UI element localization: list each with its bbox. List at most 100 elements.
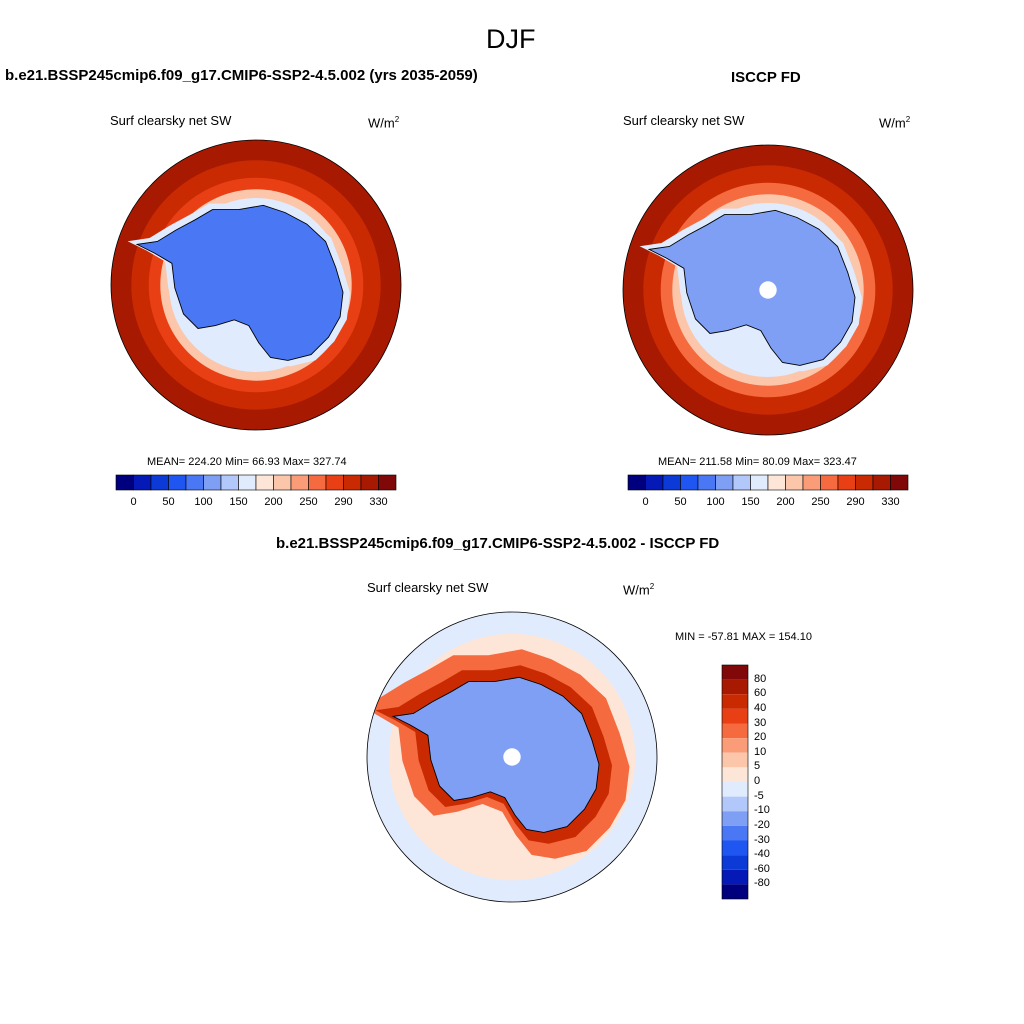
diff-colorbar-box — [722, 752, 748, 768]
model-subtitle: Surf clearsky net SW — [110, 113, 232, 128]
model-colorbar-tick: 290 — [334, 496, 353, 508]
diff-colorbar-box — [722, 825, 748, 841]
model-colorbar-box — [185, 474, 204, 491]
obs-colorbar-tick: 50 — [674, 496, 687, 508]
diff-colorbar-box — [722, 869, 748, 885]
model-colorbar-tick: 250 — [299, 496, 318, 508]
diff-pole-hole — [503, 748, 521, 766]
model-colorbar-box — [255, 474, 274, 491]
obs-units: W/m2 — [879, 115, 910, 130]
diff-colorbar-tick: -10 — [754, 804, 770, 817]
model-colorbar-box — [203, 474, 222, 491]
model-colorbar-tick: 330 — [369, 496, 388, 508]
diff-colorbar-box — [722, 782, 748, 797]
diff-colorbar-tick: 0 — [754, 775, 761, 787]
model-colorbar-box — [238, 474, 257, 491]
obs-map — [622, 144, 914, 436]
obs-boundary — [622, 144, 914, 436]
diff-subtitle: Surf clearsky net SW — [367, 580, 489, 595]
obs-stats: MEAN= 211.58 Min= 80.09 Max= 323.47 — [658, 456, 857, 468]
diff-colorbar-tick: 40 — [754, 701, 767, 714]
diff-colorbar-box — [722, 884, 748, 899]
model-map — [110, 139, 402, 431]
diff-colorbar — [721, 664, 749, 900]
obs-colorbar-box — [662, 474, 681, 491]
obs-colorbar-tick: 150 — [741, 496, 760, 508]
figure-title: DJF — [486, 24, 536, 54]
model-colorbar-box — [133, 474, 152, 491]
obs-colorbar-box — [837, 474, 856, 491]
model-colorbar-box — [308, 474, 327, 491]
diff-colorbar-tick: 20 — [754, 731, 767, 744]
model-units: W/m2 — [368, 115, 399, 130]
model-units-exp: 2 — [394, 115, 400, 124]
model-colorbar-tick: 0 — [130, 496, 137, 508]
obs-colorbar-tick: 100 — [706, 496, 725, 508]
diff-units: W/m2 — [623, 582, 654, 597]
obs-colorbar-box — [890, 474, 909, 491]
model-colorbar-tick: 200 — [264, 496, 283, 508]
model-colorbar-tick: 150 — [229, 496, 248, 508]
diff-colorbar-tick: -60 — [754, 862, 770, 875]
obs-colorbar-box — [680, 474, 699, 491]
obs-pole-hole — [759, 281, 777, 299]
diff-colorbar-tick: 60 — [754, 687, 767, 700]
model-boundary — [110, 139, 402, 431]
diff-colorbar-tick: 80 — [754, 672, 767, 685]
diff-colorbar-tick: -40 — [754, 848, 770, 861]
obs-colorbar-box — [750, 474, 769, 491]
obs-colorbar — [627, 474, 909, 491]
obs-colorbar-box — [645, 474, 664, 491]
diff-boundary — [366, 611, 658, 903]
model-colorbar-box — [360, 474, 379, 491]
diff-colorbar-box — [722, 840, 748, 856]
model-colorbar-tick: 50 — [162, 496, 175, 508]
obs-colorbar-box — [697, 474, 716, 491]
diff-coastline — [391, 676, 600, 833]
model-colorbar-box — [168, 474, 187, 491]
model-interior-fill — [137, 205, 343, 361]
obs-colorbar-box — [732, 474, 751, 491]
diff-colorbar-tick: 30 — [754, 716, 767, 729]
obs-units-exp: 2 — [905, 115, 911, 124]
diff-colorbar-box — [722, 694, 748, 709]
diff-colorbar-tick: -80 — [754, 877, 770, 890]
diff-colorbar-box — [722, 738, 748, 753]
model-colorbar — [115, 474, 397, 491]
obs-colorbar-box — [785, 474, 804, 491]
obs-colorbar-tick: 250 — [811, 496, 830, 508]
model-colorbar-box — [273, 474, 292, 491]
obs-colorbar-box — [627, 474, 646, 491]
diff-panel-title: b.e21.BSSP245cmip6.f09_g17.CMIP6-SSP2-4.… — [276, 535, 720, 552]
model-colorbar-box — [115, 474, 134, 491]
model-colorbar-tick: 100 — [194, 496, 213, 508]
diff-colorbar-box — [722, 855, 748, 870]
obs-colorbar-box — [855, 474, 874, 491]
model-colorbar-box — [290, 474, 309, 491]
diff-colorbar-tick: -5 — [754, 789, 764, 802]
obs-colorbar-tick: 330 — [881, 496, 900, 508]
model-units-base: W/m — [368, 115, 395, 131]
model-colorbar-box — [220, 474, 239, 491]
diff-colorbar-tick: -30 — [754, 833, 770, 846]
obs-colorbar-tick: 200 — [776, 496, 795, 508]
diff-map — [366, 611, 658, 903]
diff-colorbar-box — [722, 796, 748, 812]
obs-subtitle: Surf clearsky net SW — [623, 113, 745, 128]
obs-coastline — [647, 209, 856, 366]
model-panel-title: b.e21.BSSP245cmip6.f09_g17.CMIP6-SSP2-4.… — [5, 67, 478, 84]
diff-units-exp: 2 — [649, 582, 655, 591]
obs-colorbar-box — [802, 474, 821, 491]
model-colorbar-box — [150, 474, 169, 491]
diff-colorbar-tick: 10 — [754, 745, 767, 758]
model-colorbar-box — [378, 474, 397, 491]
diff-colorbar-box — [722, 679, 748, 695]
obs-colorbar-box — [715, 474, 734, 491]
model-stats: MEAN= 224.20 Min= 66.93 Max= 327.74 — [147, 456, 347, 468]
diff-colorbar-tick: 5 — [754, 760, 761, 773]
obs-colorbar-box — [767, 474, 786, 491]
diff-interior — [393, 677, 599, 833]
model-colorbar-box — [343, 474, 362, 491]
diff-colorbar-box — [722, 723, 748, 739]
